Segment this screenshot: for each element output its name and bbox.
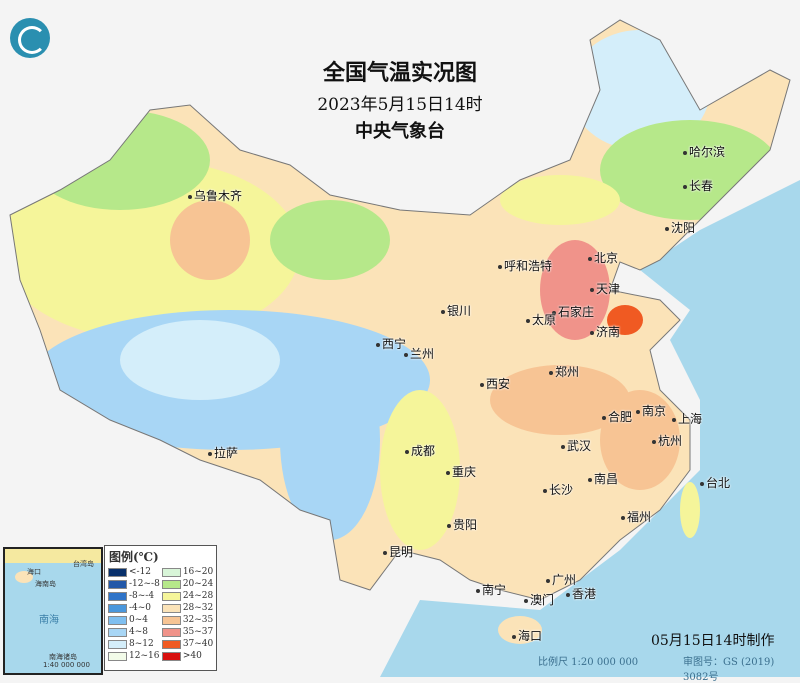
legend-label: 0~4: [129, 615, 148, 625]
legend-label: -12~-8: [129, 579, 160, 589]
legend-swatch: [108, 615, 127, 625]
legend-label: 28~32: [182, 603, 214, 613]
legend-label: 35~37: [182, 627, 214, 637]
legend-item: 28~32: [161, 603, 214, 613]
map-title: 全国气温实况图: [322, 60, 477, 86]
city-label: 南宁: [476, 581, 506, 598]
legend-item: 20~24: [161, 579, 214, 589]
legend-label: 4~8: [129, 627, 148, 637]
city-label: 海口: [512, 627, 542, 644]
cma-logo: [10, 18, 50, 58]
city-label: 上海: [672, 410, 702, 427]
legend-label: -8~-4: [129, 591, 155, 601]
city-label: 呼和浩特: [498, 257, 552, 274]
city-label: 合肥: [602, 408, 632, 425]
scale-text: 比例尺 1:20 000 000: [538, 657, 639, 668]
legend-label: 32~35: [182, 615, 214, 625]
city-label: 香港: [566, 585, 596, 602]
city-label: 拉萨: [208, 444, 238, 461]
city-label: 重庆: [446, 463, 476, 480]
map-datetime: 2023年5月15日14时: [317, 95, 483, 115]
city-label: 长春: [683, 177, 713, 194]
city-label: 兰州: [404, 345, 434, 362]
legend-item: 12~16: [108, 651, 160, 661]
legend-label: 8~12: [129, 639, 154, 649]
south-china-sea-inset: 海口 海南岛 台湾岛 南海 南海诸岛 1:40 000 000: [3, 547, 103, 675]
city-label: 哈尔滨: [683, 143, 725, 160]
legend-swatch: [108, 639, 127, 649]
legend-label: -4~0: [129, 603, 152, 613]
legend-item: 35~37: [161, 627, 214, 637]
legend-swatch: [161, 591, 181, 601]
city-label: 西安: [480, 375, 510, 392]
legend-swatch: [161, 579, 181, 589]
city-label: 北京: [588, 249, 618, 266]
legend-swatch: [161, 651, 181, 661]
city-label: 成都: [405, 442, 435, 459]
city-label: 澳门: [524, 591, 554, 608]
legend: 图例(℃) <-12 16~20 -12~-8 20~24 -8~-4 24~28 -4~0…: [104, 545, 217, 671]
legend-swatch: [161, 615, 181, 625]
legend-swatch: [161, 639, 181, 649]
agency: 中央气象台: [355, 121, 445, 142]
legend-swatch: [108, 591, 127, 601]
city-label: 石家庄: [552, 303, 594, 320]
legend-label: 16~20: [182, 567, 214, 577]
legend-item: 8~12: [108, 639, 160, 649]
legend-item: 32~35: [161, 615, 214, 625]
legend-swatch: [108, 567, 127, 577]
legend-swatch: [108, 651, 127, 661]
city-label: 银川: [441, 302, 471, 319]
legend-swatch: [161, 567, 181, 577]
legend-item: 24~28: [161, 591, 214, 601]
city-label: 天津: [590, 280, 620, 297]
legend-label: <-12: [129, 567, 152, 577]
city-label: 南昌: [588, 470, 618, 487]
city-label: 沈阳: [665, 219, 695, 236]
legend-item: 37~40: [161, 639, 214, 649]
sea: [380, 180, 800, 677]
legend-item: >40: [161, 651, 213, 661]
legend-item: -4~0: [108, 603, 160, 613]
city-label: 贵阳: [447, 516, 477, 533]
legend-item: 4~8: [108, 627, 160, 637]
made-time: 05月15日14时制作: [651, 633, 775, 649]
city-label: 太原: [526, 311, 556, 328]
legend-swatch: [108, 579, 127, 589]
city-label: 杭州: [652, 432, 682, 449]
legend-label: >40: [182, 651, 202, 661]
legend-label: 24~28: [182, 591, 214, 601]
legend-label: 37~40: [182, 639, 214, 649]
legend-label: 12~16: [129, 651, 160, 661]
legend-item: -12~-8: [108, 579, 160, 589]
city-label: 南京: [636, 402, 666, 419]
legend-item: 0~4: [108, 615, 160, 625]
city-label: 郑州: [549, 363, 579, 380]
city-label: 武汉: [561, 437, 591, 454]
city-label: 济南: [590, 323, 620, 340]
city-label: 长沙: [543, 481, 573, 498]
legend-item: 16~20: [161, 567, 214, 577]
map-approval: 审图号：GS (2019) 3082号: [683, 657, 775, 683]
city-label: 台北: [700, 474, 730, 491]
legend-item: -8~-4: [108, 591, 160, 601]
legend-item: <-12: [108, 567, 160, 577]
city-label: 福州: [621, 508, 651, 525]
taiwan: [680, 482, 700, 538]
legend-label: 20~24: [182, 579, 214, 589]
legend-swatch: [108, 603, 127, 613]
city-label: 广州: [546, 571, 576, 588]
legend-swatch: [161, 627, 181, 637]
legend-title: 图例(℃): [109, 550, 159, 564]
legend-swatch: [161, 603, 181, 613]
city-label: 昆明: [383, 543, 413, 560]
city-label: 乌鲁木齐: [188, 187, 242, 204]
legend-swatch: [108, 627, 127, 637]
city-label: 西宁: [376, 335, 406, 352]
